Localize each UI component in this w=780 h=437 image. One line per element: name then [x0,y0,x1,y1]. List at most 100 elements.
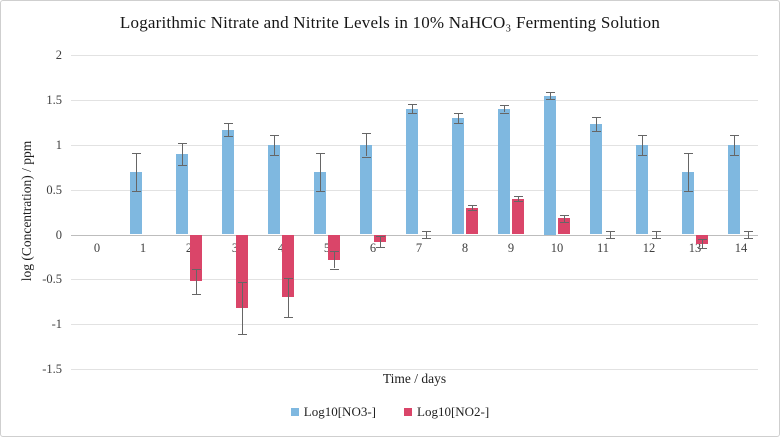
error-bar-cap [546,91,555,93]
x-tick-label: 6 [369,240,377,255]
no3-swatch-icon [290,408,299,416]
legend-label-no2: Log10[NO2-] [417,404,490,419]
error-bar [458,112,459,124]
error-bar-cap [422,238,431,240]
error-bar-cap [638,134,647,136]
error-bar-cap [560,221,569,223]
error-bar-cap [192,268,201,270]
error-bar-cap [284,317,293,318]
error-bar [656,230,657,239]
gridline [71,55,758,57]
error-bar-cap [500,105,509,107]
error-bar [334,250,335,269]
x-tick-label: 14 [734,240,748,255]
error-bar-cap [362,156,371,158]
y-tick-label: -1.5 [42,362,62,377]
error-bar-cap [238,334,247,336]
no3-bar-day-9 [498,108,510,235]
no3-bar-day-11 [590,124,602,235]
error-bar [182,143,183,165]
error-bar-cap [238,282,247,283]
error-bar-cap [330,250,339,252]
no3-bar-day-7 [406,108,418,235]
no3-bar-day-10 [544,95,556,235]
error-bar [564,214,565,222]
error-bar [196,268,197,294]
error-bar [412,104,413,114]
error-bar-cap [468,210,477,212]
error-bar [288,277,289,318]
x-tick-label: 10 [550,240,564,255]
no2-bar-day-5 [328,234,340,260]
no3-bar-day-13 [682,171,694,235]
error-bar [136,152,137,191]
error-bar-cap [376,236,385,238]
error-bar [702,239,703,248]
error-bar [642,134,643,155]
error-bar-cap [422,230,431,232]
error-bar [748,230,749,239]
error-bar-cap [454,112,463,114]
error-bar [518,195,519,202]
error-bar-cap [408,104,417,106]
x-tick-label: 3 [231,240,239,255]
y-axis-title: log (Concentration) / ppm [19,140,34,282]
error-bar-cap [270,134,279,136]
y-tick-label: 1 [55,137,62,152]
legend: Log10[NO3-] Log10[NO2-] [1,404,779,420]
no2-swatch-icon [404,408,412,416]
error-bar-cap [316,190,325,192]
error-bar-cap [606,238,615,240]
y-tick-label: 0 [55,227,62,242]
error-bar-cap [514,195,523,197]
y-tick-label: 0.5 [46,182,62,197]
no3-bar-day-2 [176,153,188,235]
error-bar [320,152,321,191]
error-bar [610,230,611,239]
no2-bar-day-4 [282,234,294,298]
error-bar-cap [270,154,279,156]
error-bar [472,204,473,211]
error-bar-cap [178,164,187,166]
error-bar-cap [376,247,385,249]
error-bar-cap [132,152,141,154]
error-bar-cap [514,201,523,203]
error-bar-cap [224,135,233,137]
x-tick-label: 7 [415,240,423,255]
gridline [71,99,758,101]
x-tick-label: 0 [93,240,101,255]
no3-bar-day-1 [130,171,142,235]
error-bar-cap [454,123,463,125]
error-bar [274,134,275,155]
error-bar [242,282,243,334]
no2-bar-day-3 [236,234,248,309]
x-tick-label: 8 [461,240,469,255]
gridline [71,369,758,371]
error-bar-cap [592,117,601,118]
error-bar-cap [730,134,739,136]
y-tick-label: -1 [51,317,62,332]
y-tick-label: 1.5 [46,92,62,107]
error-bar [596,117,597,132]
x-tick-label: 2 [185,240,193,255]
y-tick-label: 2 [55,48,62,63]
error-bar-cap [744,230,753,232]
no3-bar-day-4 [268,144,280,235]
x-tick-label: 11 [596,240,610,255]
no3-bar-day-14 [728,144,740,235]
x-tick-label: 1 [139,240,147,255]
error-bar-cap [698,248,707,249]
gridline [71,324,758,326]
error-bar-cap [698,239,707,240]
error-bar-cap [500,112,509,114]
error-bar [688,152,689,191]
gridline [71,279,758,281]
error-bar [426,230,427,239]
chart-title: Logarithmic Nitrate and Nitrite Levels i… [119,13,661,32]
error-bar-cap [132,190,141,192]
error-bar [550,91,551,100]
y-tick-label: -0.5 [42,272,62,287]
error-bar-cap [652,238,661,240]
error-bar [380,236,381,248]
